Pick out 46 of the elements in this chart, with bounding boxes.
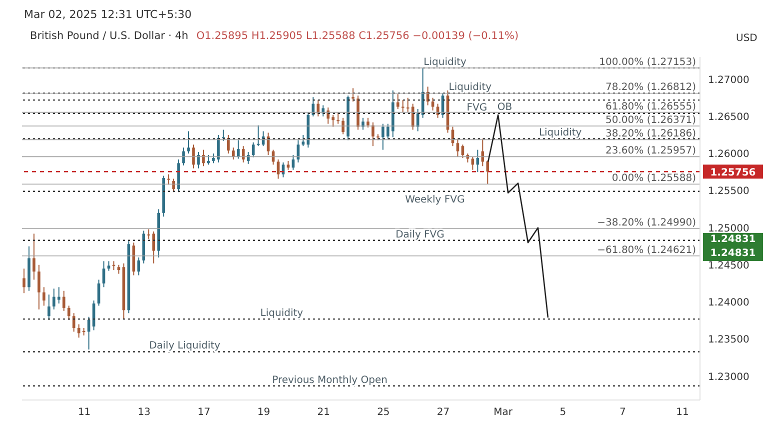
y-tick-label: 1.26000	[708, 149, 750, 160]
chart-subtitle: O1.25895 H1.25905 L1.25588 C1.25756 −0.00139 (−0.11%)	[196, 30, 519, 42]
x-tick-label: 25	[377, 407, 390, 418]
x-tick-label: 13	[138, 407, 151, 418]
x-tick-label: 21	[317, 407, 330, 418]
ref-line-label: 61.80% (1.26555)	[606, 101, 696, 112]
ref-line-label: 38.20% (1.26186)	[606, 128, 696, 140]
y-tick-label: 1.27000	[708, 74, 750, 86]
ref-line-label: OB	[497, 102, 512, 114]
x-tick-label: 7	[620, 407, 626, 418]
text: USD	[736, 33, 758, 44]
text: Mar 02, 2025 12:31 UTC+5:30	[24, 8, 192, 21]
x-tick-label: 11	[78, 407, 91, 418]
chart-title: British Pound / U.S. Dollar · 4h	[30, 30, 188, 42]
y-tick-label: 1.24000	[708, 298, 750, 309]
ref-line-label: 1.25756	[710, 168, 756, 179]
y-tick-label: 1.25500	[708, 186, 750, 198]
ref-line-label: 78.20% (1.26812)	[606, 82, 696, 94]
y-tick-label: 1.26500	[708, 112, 750, 123]
y-tick-label: 1.25000	[708, 223, 750, 234]
ref-line-label: Liquidity	[260, 308, 304, 320]
x-tick-label: 27	[436, 407, 450, 418]
x-tick-label: 11	[676, 407, 689, 418]
ref-line-label: FVG	[466, 102, 488, 114]
y-tick-label: 1.23000	[708, 372, 750, 383]
x-tick-label: 5	[560, 407, 566, 418]
ref-line-label: Daily Liquidity	[149, 340, 220, 352]
ref-line-label: 0.00% (1.25588)	[612, 173, 696, 184]
ref-line-label: 100.00% (1.27153)	[599, 56, 696, 68]
ref-line-label: Weekly FVG	[405, 194, 465, 206]
ref-line-label: Liquidity	[538, 128, 582, 139]
y-tick-label: 1.24500	[708, 260, 750, 272]
ref-line-label: Liquidity	[424, 56, 467, 68]
ref-line-label: 50.00% (1.26371)	[606, 114, 696, 126]
x-tick-label: 17	[198, 407, 210, 418]
ref-line-label: −38.20% (1.24990)	[597, 218, 696, 228]
x-tick-label: 19	[257, 407, 270, 418]
ref-line-label: −61.80% (1.24621)	[597, 244, 696, 256]
y-tick-label: 1.23500	[708, 334, 750, 346]
ref-line-label: 23.60% (1.25957)	[606, 146, 696, 157]
text: 1.24831	[703, 233, 763, 247]
ref-line-label: Daily FVG	[396, 229, 444, 240]
text: 1.24831	[703, 247, 763, 261]
ref-line-label: Previous Monthly Open	[272, 374, 388, 386]
ref-line-label: Liquidity	[448, 82, 492, 94]
x-tick-label: Mar	[494, 407, 514, 418]
